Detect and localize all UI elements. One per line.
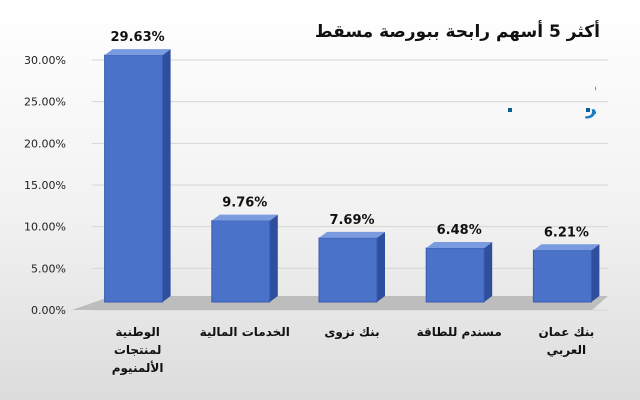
bar-side bbox=[162, 49, 171, 303]
y-tick-label: 20.00% bbox=[24, 137, 66, 150]
chart-title: أكثر 5 أسهم رابحة ببورصة مسقط bbox=[314, 22, 600, 42]
y-tick-label: 5.00% bbox=[31, 262, 66, 275]
y-tick-label: 25.00% bbox=[24, 96, 66, 109]
bar-top bbox=[533, 244, 600, 251]
bar bbox=[104, 54, 164, 303]
logo-line2: مباشر bbox=[585, 98, 596, 119]
category-label: الألمنيوم bbox=[112, 360, 164, 376]
category-label: لمنتجات bbox=[114, 343, 162, 357]
labels-layer: 0.00% 5.00% 10.00% 15.00% 20.00% 25.00% 30.00%… bbox=[24, 30, 594, 376]
bar-top bbox=[211, 214, 278, 221]
y-tick-label: 0.00% bbox=[31, 304, 66, 317]
bar-side bbox=[269, 214, 278, 302]
category-label: العربي bbox=[547, 343, 587, 357]
brand-logo: معلومات مباشر bbox=[508, 76, 596, 119]
category-label: بنك نزوى bbox=[324, 325, 379, 340]
data-label: 7.69% bbox=[329, 213, 374, 228]
logo-accent-2 bbox=[508, 108, 512, 112]
logo-accent bbox=[586, 108, 590, 112]
bar-top bbox=[319, 231, 385, 238]
y-tick-label: 10.00% bbox=[24, 221, 66, 234]
category-label: الخدمات المالية bbox=[200, 325, 290, 339]
bar bbox=[532, 249, 592, 303]
category-label: بنك عمان bbox=[539, 325, 595, 339]
bar-side bbox=[484, 242, 493, 302]
bar bbox=[425, 247, 485, 303]
bar bbox=[318, 237, 378, 303]
data-label: 29.63% bbox=[111, 30, 165, 45]
bar-side bbox=[591, 244, 600, 302]
logo-line1: معلومات bbox=[594, 76, 596, 97]
y-tick-label: 15.00% bbox=[24, 179, 66, 192]
bar-top bbox=[104, 49, 171, 56]
bar bbox=[211, 220, 271, 303]
category-label: مسندم للطاقة bbox=[417, 325, 502, 340]
category-label: الوطنية bbox=[115, 325, 160, 340]
data-label: 6.21% bbox=[544, 225, 589, 240]
bar-side bbox=[377, 231, 385, 302]
bar-top bbox=[426, 242, 493, 248]
data-label: 9.76% bbox=[222, 196, 267, 211]
y-tick-label: 30.00% bbox=[24, 54, 66, 67]
data-label: 6.48% bbox=[437, 223, 482, 238]
bars-layer bbox=[104, 49, 600, 303]
